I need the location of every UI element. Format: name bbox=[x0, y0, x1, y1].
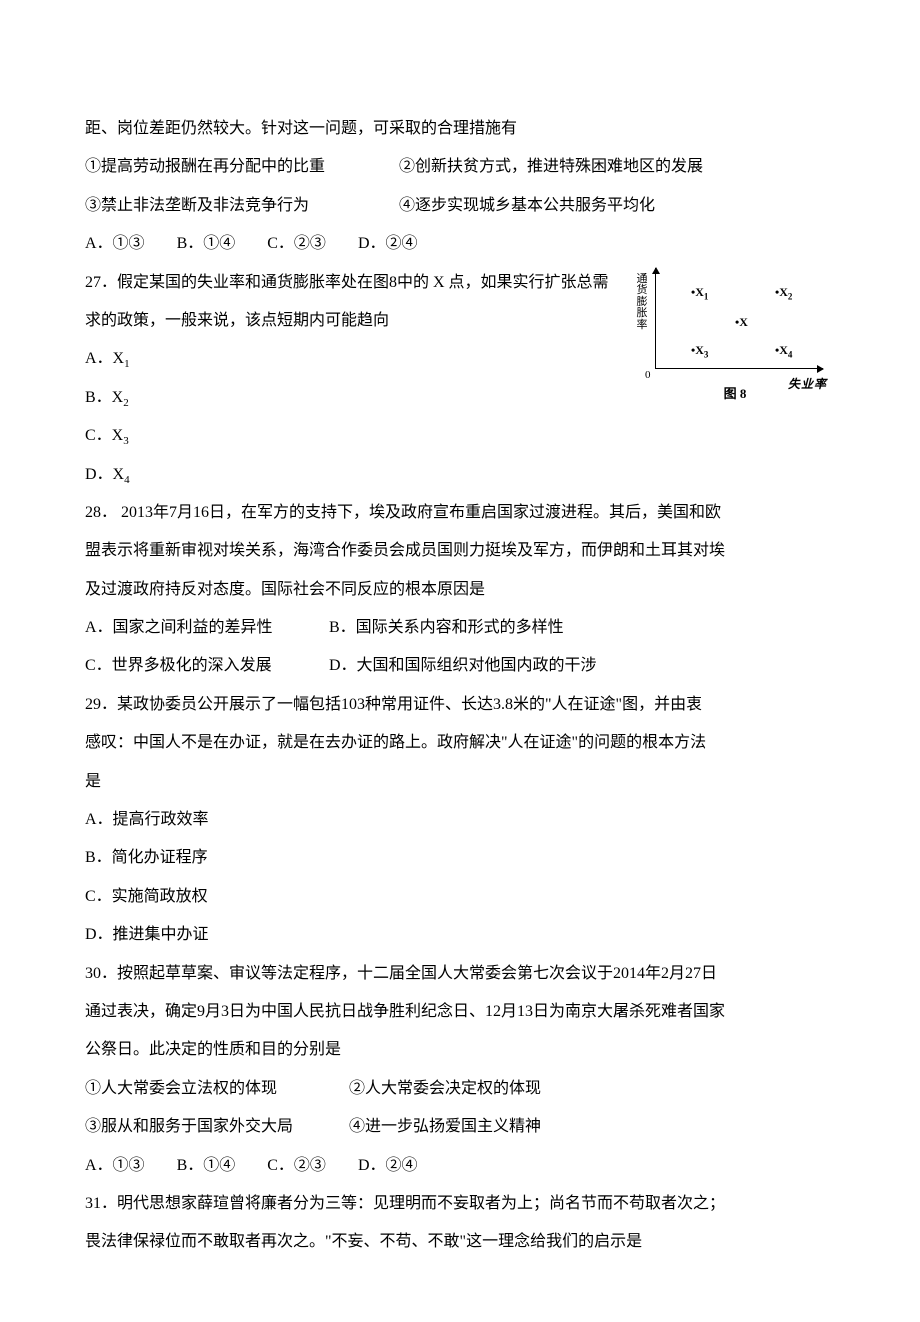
q28-l3: 及过渡政府持反对态度。国际社会不同反应的根本原因是 bbox=[85, 571, 835, 609]
q26-intro: 距、岗位差距仍然较大。针对这一问题，可采取的合理措施有 bbox=[85, 110, 835, 148]
q28-l2: 盟表示将重新审视对埃关系，海湾合作委员会成员国则力挺埃及军方，而伊朗和土耳其对埃 bbox=[85, 532, 835, 570]
q29-opt-b: B．简化办证程序 bbox=[85, 839, 835, 877]
q30-opt-a: A．①③ bbox=[85, 1157, 145, 1174]
chart-point: •X3 bbox=[691, 344, 708, 359]
q26-opt-b: B．①④ bbox=[177, 235, 236, 252]
q27-opt-c: C．X3 bbox=[85, 417, 835, 455]
q30-stmt-row1: ①人大常委会立法权的体现 ②人大常委会决定权的体现 bbox=[85, 1070, 835, 1108]
q30-l1: 30．按照起草草案、审议等法定程序，十二届全国人大常委会第七次会议于2014年2… bbox=[85, 955, 835, 993]
chart-point: •X bbox=[735, 316, 748, 328]
q30-s2: ②人大常委会决定权的体现 bbox=[349, 1080, 541, 1097]
q28-row2: C．世界多极化的深入发展 D．大国和国际组织对他国内政的干涉 bbox=[85, 647, 835, 685]
q29-opt-c: C．实施简政放权 bbox=[85, 878, 835, 916]
q26-options: A．①③ B．①④ C．②③ D．②④ bbox=[85, 225, 835, 263]
chart-y-axis bbox=[655, 268, 656, 368]
q29-opt-a: A．提高行政效率 bbox=[85, 801, 835, 839]
q31-l2: 畏法律保禄位而不敢取者再次之。"不妄、不苟、不敢"这一理念给我们的启示是 bbox=[85, 1223, 835, 1261]
q30-opt-b: B．①④ bbox=[177, 1157, 236, 1174]
q28-row1: A．国家之间利益的差异性 B．国际关系内容和形式的多样性 bbox=[85, 609, 835, 647]
q30-s4: ④进一步弘扬爱国主义精神 bbox=[349, 1118, 541, 1135]
q30-opt-c: C．②③ bbox=[267, 1157, 326, 1174]
q29-l1: 29．某政协委员公开展示了一幅包括103种常用证件、长达3.8米的"人在证途"图… bbox=[85, 686, 835, 724]
q26-s4: ④逐步实现城乡基本公共服务平均化 bbox=[399, 197, 655, 214]
q27-opt-d: D．X4 bbox=[85, 456, 835, 494]
q28-opt-d: D．大国和国际组织对他国内政的干涉 bbox=[329, 657, 597, 674]
q26-s1: ①提高劳动报酬在再分配中的比重 bbox=[85, 148, 395, 186]
chart-y-label: 通货膨胀率 bbox=[635, 274, 649, 332]
q30-l2: 通过表决，确定9月3日为中国人民抗日战争胜利纪念日、12月13日为南京大屠杀死难… bbox=[85, 993, 835, 1031]
q27-chart: 通货膨胀率 0 失业率 •X1•X2•X•X3•X4 图 8 bbox=[635, 268, 835, 403]
q28-opt-c: C．世界多极化的深入发展 bbox=[85, 647, 325, 685]
chart-x-axis bbox=[655, 368, 823, 369]
q26-opt-c: C．②③ bbox=[267, 235, 326, 252]
q30-options: A．①③ B．①④ C．②③ D．②④ bbox=[85, 1147, 835, 1185]
q29-l3: 是 bbox=[85, 763, 835, 801]
q27-chart-box: 通货膨胀率 0 失业率 •X1•X2•X•X3•X4 bbox=[635, 268, 825, 383]
chart-point: •X2 bbox=[775, 286, 792, 301]
q26-opt-d: D．②④ bbox=[358, 235, 418, 252]
q29-l2: 感叹：中国人不是在办证，就是在去办证的路上。政府解决"人在证途"的问题的根本方法 bbox=[85, 724, 835, 762]
q30-stmt-row2: ③服从和服务于国家外交大局 ④进一步弘扬爱国主义精神 bbox=[85, 1108, 835, 1146]
chart-point: •X4 bbox=[775, 344, 792, 359]
q26-s3: ③禁止非法垄断及非法竞争行为 bbox=[85, 187, 395, 225]
q28-opt-a: A．国家之间利益的差异性 bbox=[85, 609, 325, 647]
q26-stmt-row1: ①提高劳动报酬在再分配中的比重 ②创新扶贫方式，推进特殊困难地区的发展 bbox=[85, 148, 835, 186]
q30-l3: 公祭日。此决定的性质和目的分别是 bbox=[85, 1031, 835, 1069]
q30-s1: ①人大常委会立法权的体现 bbox=[85, 1070, 345, 1108]
q30-s3: ③服从和服务于国家外交大局 bbox=[85, 1108, 345, 1146]
q31-l1: 31．明代思想家薛瑄曾将廉者分为三等：见理明而不妄取者为上；尚名节而不苟取者次之… bbox=[85, 1185, 835, 1223]
chart-x-label: 失业率 bbox=[788, 370, 827, 399]
q30-opt-d: D．②④ bbox=[358, 1157, 418, 1174]
q26-stmt-row2: ③禁止非法垄断及非法竞争行为 ④逐步实现城乡基本公共服务平均化 bbox=[85, 187, 835, 225]
q26-s2: ②创新扶贫方式，推进特殊困难地区的发展 bbox=[399, 158, 703, 175]
chart-point: •X1 bbox=[691, 286, 708, 301]
q29-opt-d: D．推进集中办证 bbox=[85, 916, 835, 954]
q26-opt-a: A．①③ bbox=[85, 235, 145, 252]
chart-origin: 0 bbox=[645, 362, 651, 388]
q28-l1: 28． 2013年7月16日，在军方的支持下，埃及政府宣布重启国家过渡进程。其后… bbox=[85, 494, 835, 532]
q28-opt-b: B．国际关系内容和形式的多样性 bbox=[329, 619, 564, 636]
